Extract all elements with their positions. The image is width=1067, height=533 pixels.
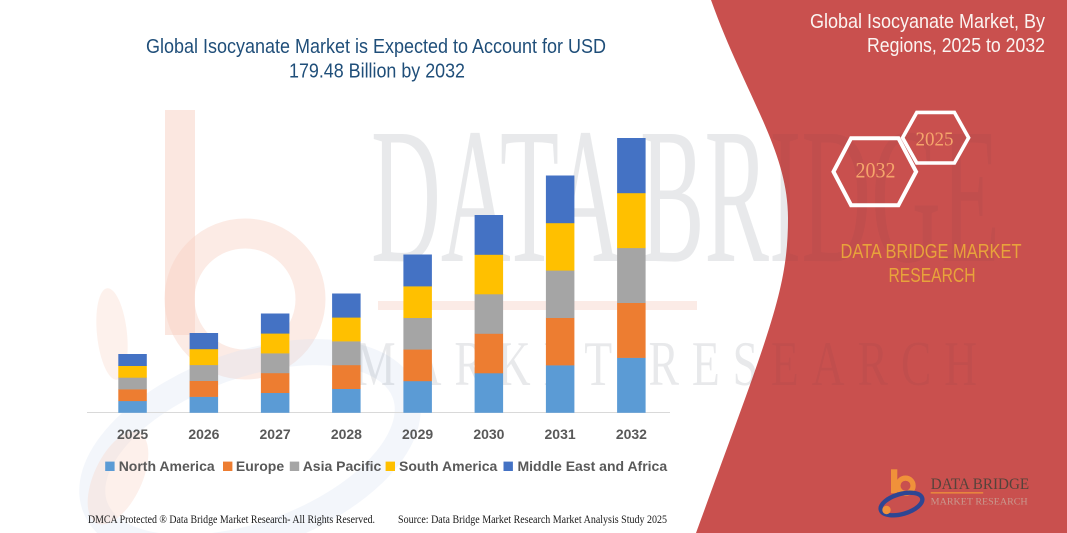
svg-text:2030: 2030	[473, 426, 504, 442]
svg-text:2031: 2031	[545, 426, 576, 442]
svg-text:DMCA Protected ® Data Bridge M: DMCA Protected ® Data Bridge Market Rese…	[88, 514, 375, 526]
svg-text:South America: South America	[399, 458, 497, 474]
svg-text:Global Isocyanate Market, By: Global Isocyanate Market, By	[810, 11, 1045, 33]
svg-text:2028: 2028	[331, 426, 362, 442]
svg-text:2026: 2026	[188, 426, 219, 442]
svg-text:Source: Data Bridge Market Res: Source: Data Bridge Market Research Mark…	[398, 514, 667, 526]
svg-text:MARKET RESEARCH: MARKET RESEARCH	[355, 328, 990, 399]
svg-text:2025: 2025	[117, 426, 148, 442]
svg-text:RESEARCH: RESEARCH	[889, 265, 976, 287]
svg-text:Asia Pacific: Asia Pacific	[303, 458, 382, 474]
svg-text:MARKET RESEARCH: MARKET RESEARCH	[931, 497, 1029, 507]
svg-text:Global Isocyanate Market is Ex: Global Isocyanate Market is Expected to …	[146, 35, 606, 58]
svg-text:DATA BRIDGE: DATA BRIDGE	[931, 476, 1029, 493]
svg-text:DATA BRIDGE: DATA BRIDGE	[371, 88, 1000, 303]
svg-text:Middle East and Africa: Middle East and Africa	[518, 458, 668, 474]
svg-text:2032: 2032	[616, 426, 647, 442]
svg-text:179.48 Billion by 2032: 179.48 Billion by 2032	[289, 60, 465, 83]
svg-text:Europe: Europe	[236, 458, 284, 474]
svg-text:2027: 2027	[260, 426, 291, 442]
svg-text:North America: North America	[119, 458, 215, 474]
svg-text:Regions, 2025 to 2032: Regions, 2025 to 2032	[867, 35, 1045, 57]
svg-text:DATA BRIDGE MARKET: DATA BRIDGE MARKET	[841, 241, 1022, 263]
svg-text:2025: 2025	[916, 128, 954, 150]
svg-text:2029: 2029	[402, 426, 433, 442]
svg-text:2032: 2032	[856, 158, 896, 183]
